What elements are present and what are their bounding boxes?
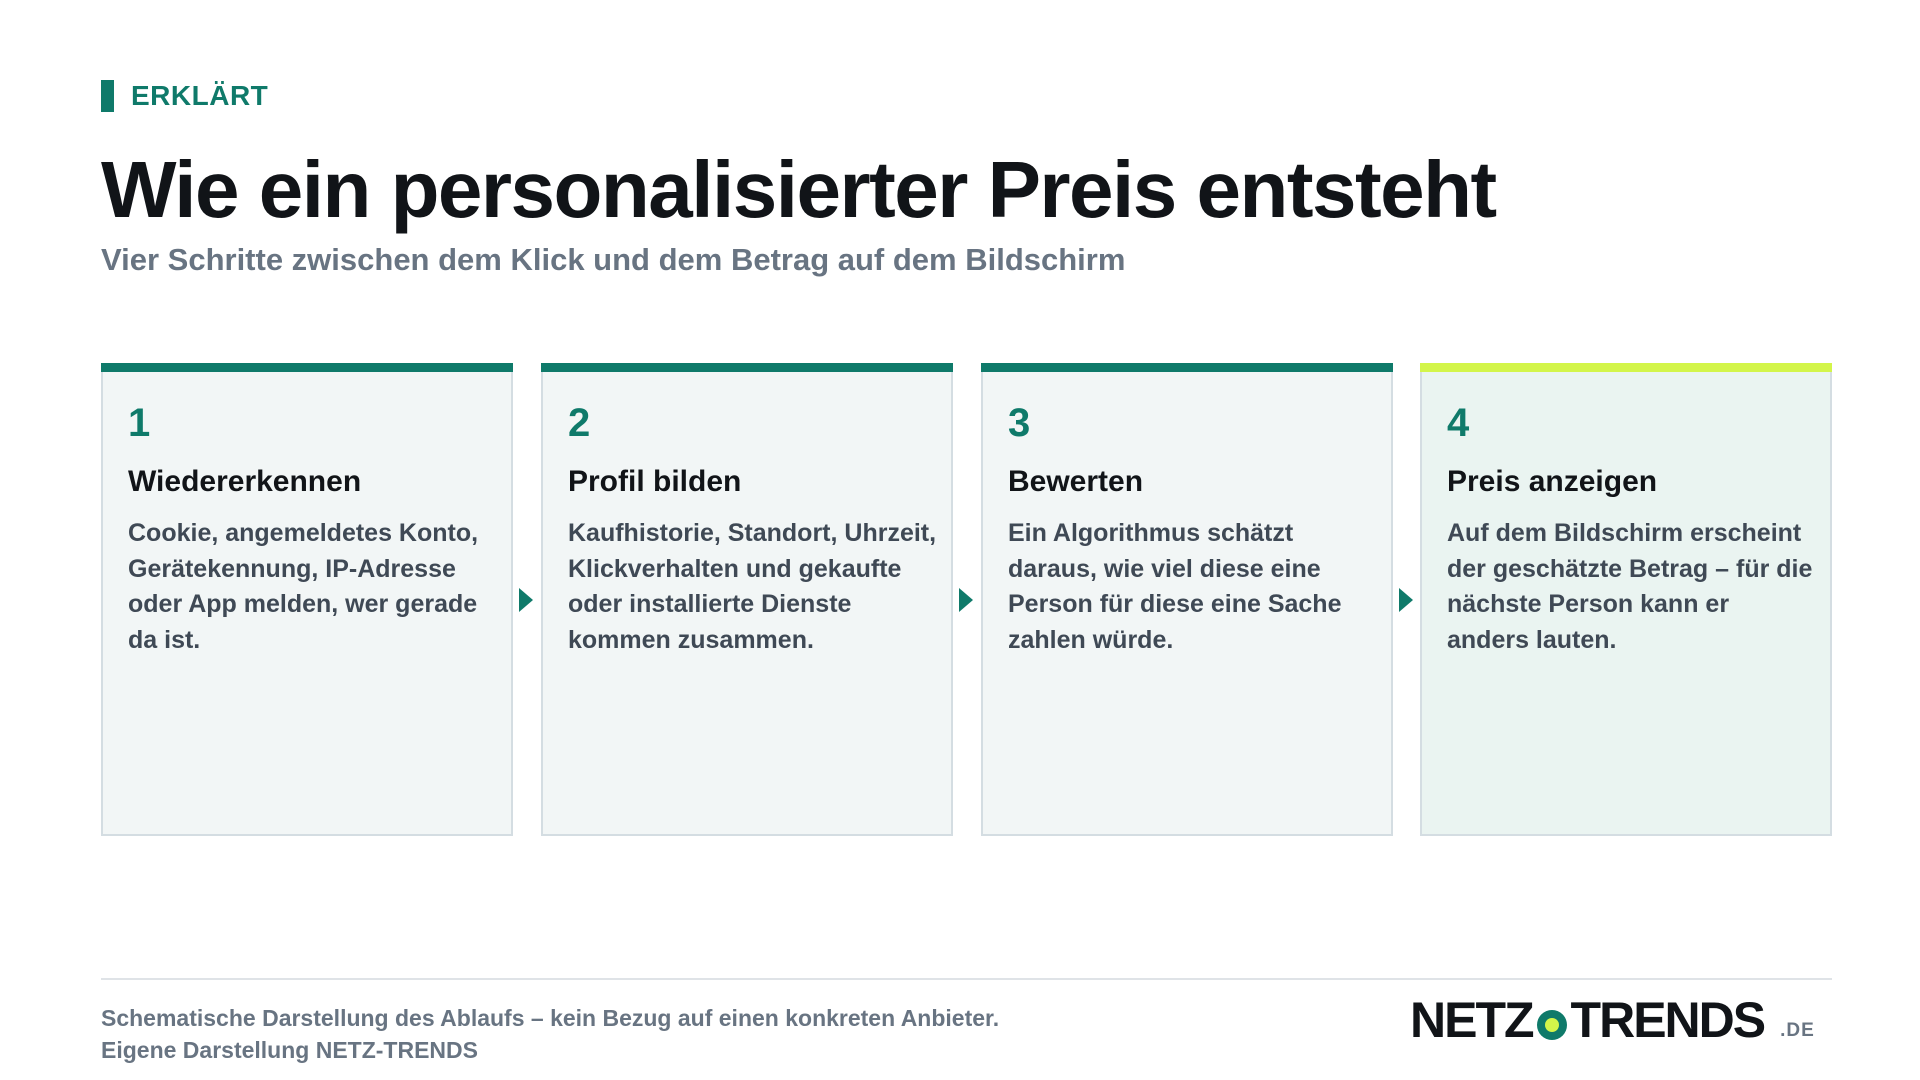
arrow-right-icon	[1399, 588, 1413, 612]
step-description: Auf dem Bildschirm erscheint der geschät…	[1447, 519, 1813, 654]
step-number: 1	[128, 401, 151, 445]
arrow-right-icon	[959, 588, 973, 612]
logo-tld: .DE	[1780, 1020, 1815, 1041]
page-subtitle: Vier Schritte zwischen dem Klick und dem…	[101, 242, 1126, 277]
step-number: 4	[1447, 401, 1470, 445]
step-heading: Wiedererkennen	[128, 465, 362, 498]
step-card-2: 2 Profil bilden Kaufhistorie, Standort, …	[541, 363, 953, 836]
step-description: Cookie, angemeldetes Konto, Gerätekennun…	[128, 519, 479, 654]
source-line: Eigene Darstellung NETZ-TRENDS	[101, 1037, 478, 1063]
step-number: 2	[568, 401, 591, 445]
step-heading: Preis anzeigen	[1447, 465, 1658, 498]
step-number: 3	[1008, 401, 1031, 445]
step-description: Kaufhistorie, Standort, Uhrzeit, Klickve…	[568, 519, 937, 654]
arrow-right-icon	[519, 588, 533, 612]
footer-divider	[101, 978, 1832, 980]
step-heading: Bewerten	[1008, 465, 1144, 498]
step-card-topbar	[101, 363, 513, 372]
step-heading: Profil bilden	[568, 465, 742, 498]
process-steps: 1 Wiedererkennen Cookie, angemeldetes Ko…	[101, 363, 1832, 836]
step-card-4: 4 Preis anzeigen Auf dem Bildschirm ersc…	[1420, 363, 1832, 836]
step-description: Ein Algorithmus schätzt daraus, wie viel…	[1008, 519, 1342, 654]
page-title: Wie ein personalisierter Preis entsteht	[101, 145, 1497, 234]
footnote: Schematische Darstellung des Ablaufs – k…	[101, 1002, 999, 1066]
step-card-3: 3 Bewerten Ein Algorithmus schätzt darau…	[981, 363, 1393, 836]
logo-word-netz: NETZ	[1410, 992, 1535, 1048]
brand-logo: NETZ TRENDS .DE	[1410, 990, 1815, 1050]
section-kicker: ERKLÄRT	[101, 80, 268, 112]
kicker-bar	[101, 80, 114, 112]
logo-word-trends: TRENDS	[1570, 992, 1767, 1048]
step-card-topbar	[541, 363, 953, 372]
footnote-line: Schematische Darstellung des Ablaufs – k…	[101, 1005, 1000, 1031]
step-card-1: 1 Wiedererkennen Cookie, angemeldetes Ko…	[101, 363, 513, 836]
step-card-topbar	[1420, 363, 1832, 372]
step-card-topbar	[981, 363, 1393, 372]
logo-dot-icon	[1536, 1010, 1567, 1040]
kicker-label: ERKLÄRT	[131, 80, 269, 111]
